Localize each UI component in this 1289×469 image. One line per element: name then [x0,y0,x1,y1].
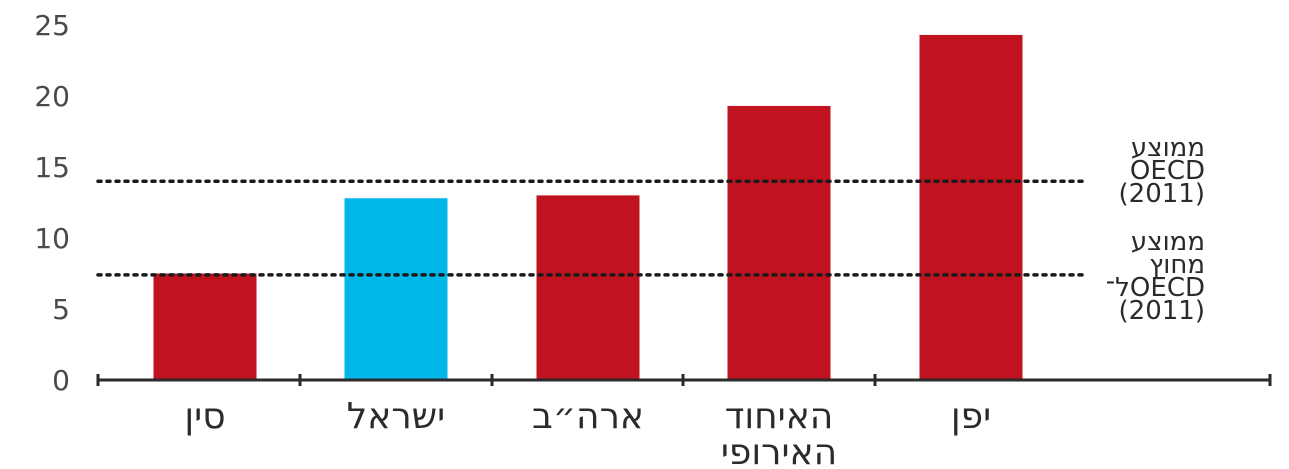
y-tick-label: 0 [52,364,70,397]
reference-line-label: ממוצע [1131,133,1205,163]
y-tick-label: 15 [34,151,70,184]
y-tick-label: 5 [52,293,70,326]
bar [919,34,1023,380]
reference-line-label: מחוץ [1149,250,1205,280]
y-axis: 0 5 10 15 20 25 [34,9,70,397]
y-tick-label: 20 [34,80,70,113]
reference-line-label: ל־OECD [1106,273,1205,303]
reference-line-label: OECD [1130,156,1205,186]
bars [153,34,1023,380]
category-label: האירופי [721,432,837,469]
category-label: האיחוד [725,396,834,437]
category-label: יפן [951,396,991,437]
category-label: ישראל [347,396,445,437]
category-label: ארה״ב [532,396,644,437]
reference-line-label: (2011) [1119,179,1205,209]
y-tick-label: 10 [34,222,70,255]
bar [344,198,448,380]
reference-line-label: ממוצע [1131,227,1205,257]
reference-line-label: (2011) [1119,296,1205,326]
bar [536,195,640,380]
bar [153,273,257,380]
y-tick-label: 25 [34,9,70,42]
bar [727,105,831,380]
category-label: סין [184,396,225,437]
